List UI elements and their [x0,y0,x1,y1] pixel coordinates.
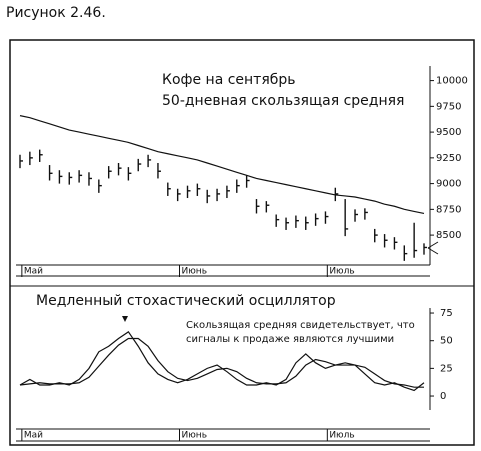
y-tick-label: 10000 [436,76,468,87]
series-line [19,115,425,215]
annotation: сигналы к продаже являются лучшими [186,334,394,345]
x-tick-label: Июль [329,431,354,441]
y-tick-label: 9000 [436,179,461,190]
y-tick-label: 0 [440,391,446,402]
y-tick-label: 8750 [436,204,461,215]
y-tick-label: 25 [440,363,453,374]
annotation: Скользящая средняя свидетельствует, что [186,320,415,331]
y-tick-label: 9250 [436,153,461,164]
chart-subtitle: 50-дневная скользящая средняя [162,93,404,109]
peak-marker [122,316,128,322]
y-tick-label: 50 [440,336,453,347]
y-tick-label: 9500 [436,127,461,138]
series-line [19,337,424,388]
frame [9,39,475,446]
arrow [427,241,439,255]
x-tick-label: Июль [329,267,354,277]
x-tick-label: Май [24,431,43,441]
chart-title: Медленный стохастический осциллятор [36,293,336,309]
y-tick-label: 75 [440,308,453,319]
caption: Рисунок 2.46. [6,5,106,21]
x-tick-label: Июнь [182,431,208,441]
y-tick-label: 8500 [436,230,461,241]
y-tick-label: 9750 [436,101,461,112]
x-tick-label: Май [24,267,43,277]
chart-title: Кофе на сентябрь [162,72,296,88]
x-tick-label: Июнь [182,267,208,277]
